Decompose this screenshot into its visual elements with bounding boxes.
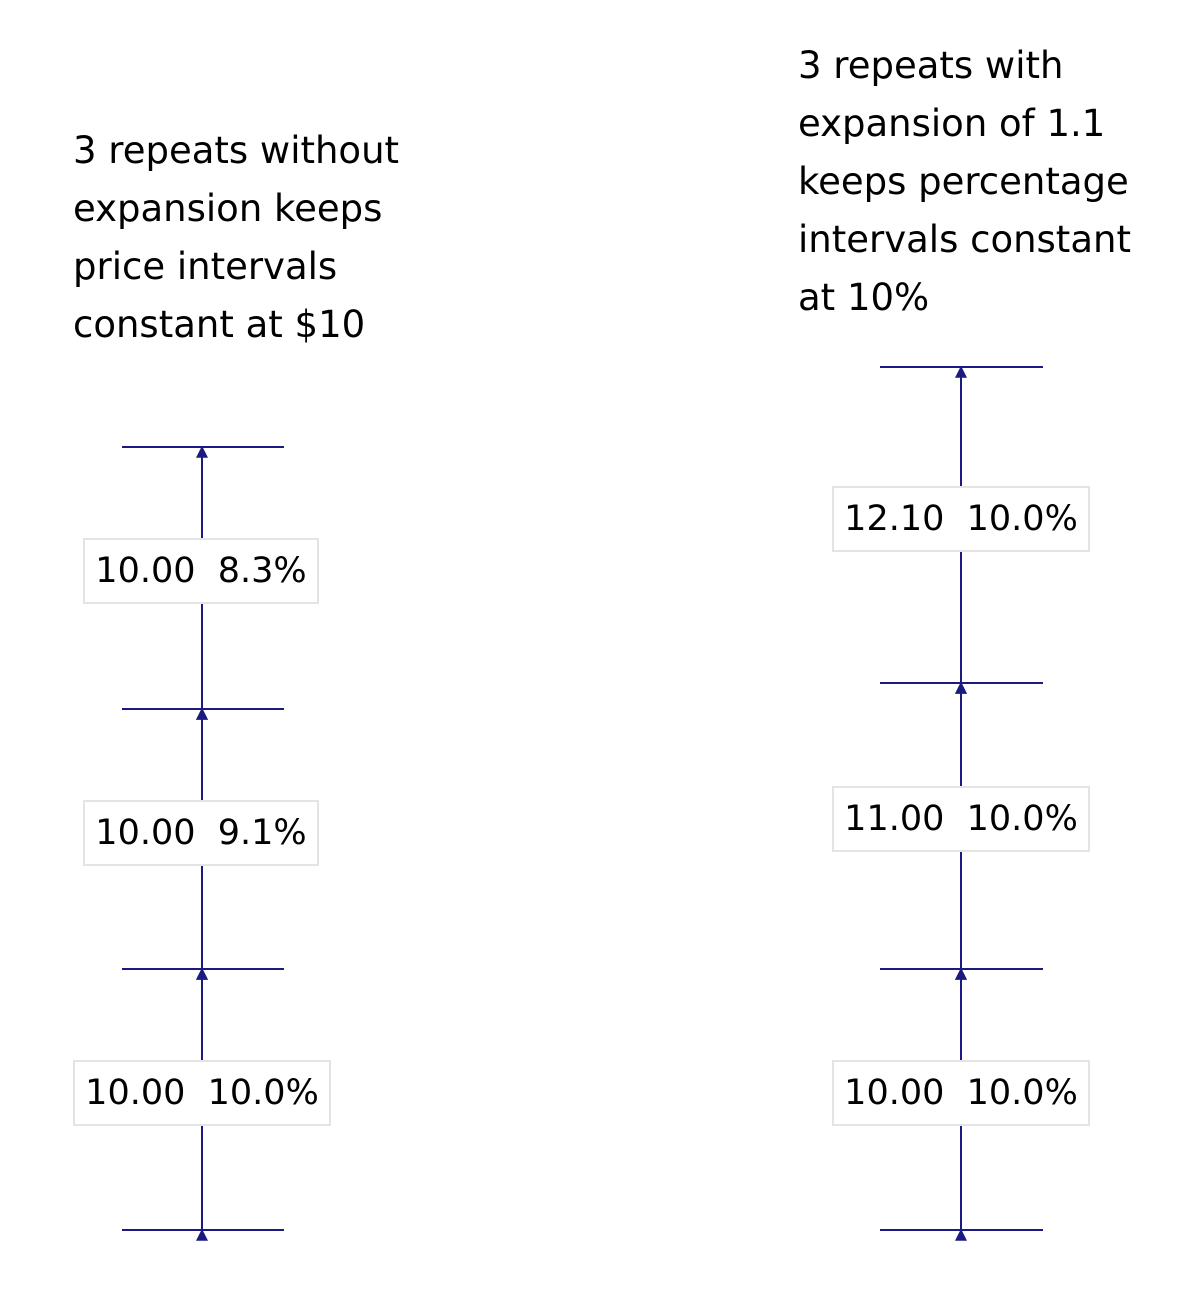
interval-amount: 12.10 <box>844 499 945 539</box>
left-interval-label: 10.00 10.0% <box>73 1060 331 1126</box>
interval-percent: 10.0% <box>966 499 1078 539</box>
interval-percent: 9.1% <box>217 813 307 853</box>
interval-amount: 10.00 <box>85 1073 186 1113</box>
right-caption: 3 repeats with expansion of 1.1 keeps pe… <box>798 44 1131 319</box>
interval-amount: 10.00 <box>844 1073 945 1113</box>
interval-percent: 10.0% <box>207 1073 319 1113</box>
interval-percent: 10.0% <box>966 799 1078 839</box>
right-interval-label: 11.00 10.0% <box>832 786 1090 852</box>
left-interval-label: 10.00 8.3% <box>83 538 319 604</box>
interval-amount: 10.00 <box>95 551 196 591</box>
interval-percent: 8.3% <box>217 551 307 591</box>
right-interval-label: 10.00 10.0% <box>832 1060 1090 1126</box>
interval-percent: 10.0% <box>966 1073 1078 1113</box>
right-interval-label: 12.10 10.0% <box>832 486 1090 552</box>
left-caption: 3 repeats without expansion keeps price … <box>73 129 400 346</box>
interval-amount: 11.00 <box>844 799 945 839</box>
interval-amount: 10.00 <box>95 813 196 853</box>
left-interval-label: 10.00 9.1% <box>83 800 319 866</box>
